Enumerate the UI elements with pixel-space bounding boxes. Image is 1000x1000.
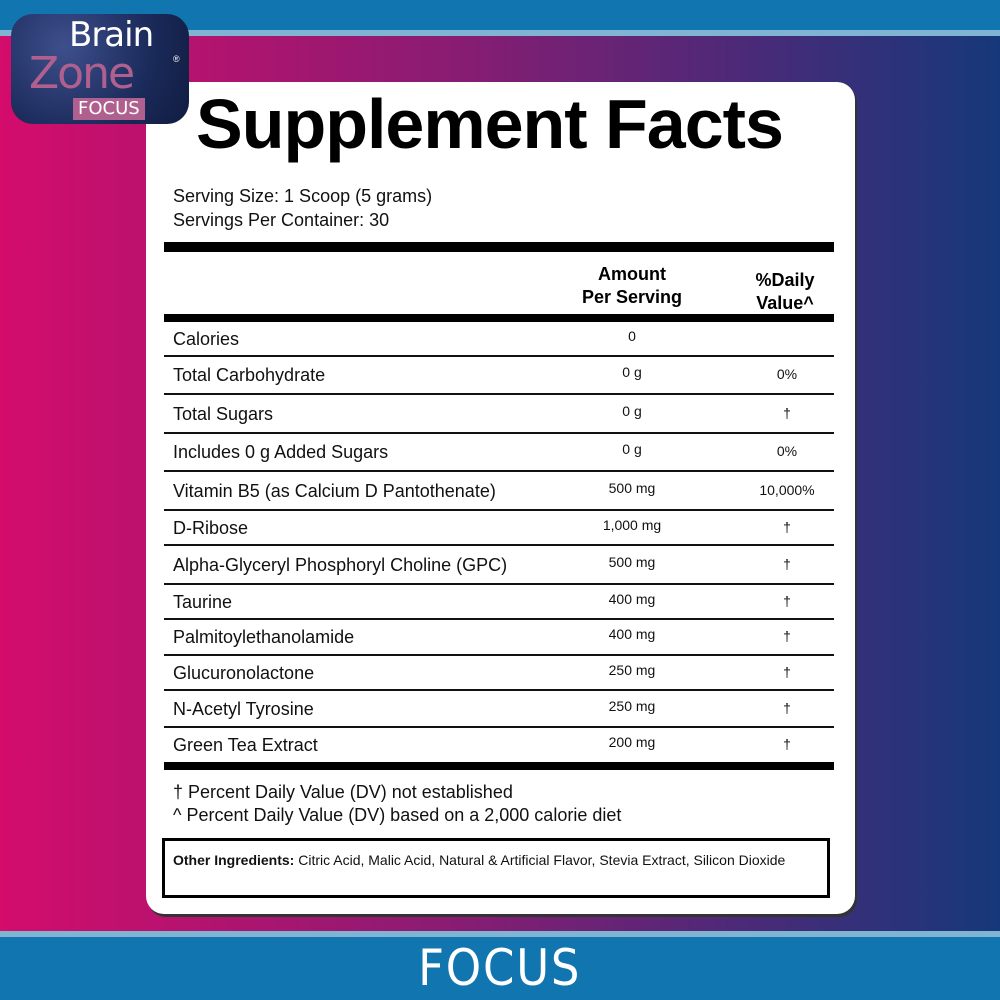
logo-zone: Zone (29, 48, 135, 99)
nutrient-row: Total Sugars 0 g † (164, 394, 834, 433)
footnote-dagger: † Percent Daily Value (DV) not establish… (173, 782, 513, 802)
nutrient-amount: 250 mg (608, 661, 656, 678)
row-divider (164, 726, 834, 728)
panel-title: Supplement Facts (196, 85, 784, 163)
row-divider (164, 618, 834, 620)
supplement-facts-panel (146, 82, 855, 914)
row-divider (164, 583, 834, 585)
nutrient-dv: 10,000% (759, 481, 815, 498)
bottom-banner: FOCUS (0, 937, 1000, 1000)
dv-header: %Daily Value^ (730, 269, 840, 315)
logo-brain: Brain (69, 15, 154, 55)
row-divider (164, 355, 834, 357)
nutrient-dv: † (783, 628, 791, 644)
nutrient-row: Glucuronolactone 250 mg † (164, 655, 834, 690)
nutrient-row: Palmitoylethanolamide 400 mg † (164, 619, 834, 655)
nutrient-amount: 0 g (622, 364, 642, 380)
nutrient-row: Total Carbohydrate 0 g 0% (164, 356, 834, 394)
row-divider (164, 393, 834, 395)
row-divider (164, 432, 834, 434)
logo-focus-badge: FOCUS (73, 98, 145, 120)
nutrient-name: Glucuronolactone (173, 662, 315, 683)
nutrient-row: Vitamin B5 (as Calcium D Pantothenate) 5… (164, 471, 834, 510)
nutrient-name: Vitamin B5 (as Calcium D Pantothenate) (173, 480, 496, 501)
other-ingredients-label: Other Ingredients: (173, 852, 295, 868)
nutrient-name: Palmitoylethanolamide (173, 627, 355, 647)
nutrient-name: D-Ribose (173, 517, 249, 538)
dv-header-line2: Value^ (756, 293, 814, 313)
nutrient-amount: 0 g (622, 441, 642, 457)
row-divider (164, 509, 834, 511)
divider-thick (164, 314, 834, 322)
nutrient-row: Taurine 400 mg † (164, 584, 834, 619)
row-divider (164, 544, 834, 546)
brand-logo: Brain Zone ® FOCUS (11, 14, 189, 124)
divider-thick (164, 242, 834, 252)
nutrient-amount: 500 mg (608, 553, 656, 570)
row-divider (164, 470, 834, 472)
nutrient-amount: 200 mg (608, 733, 656, 750)
nutrient-name: Green Tea Extract (173, 734, 318, 755)
nutrient-amount: 500 mg (608, 479, 656, 496)
row-divider (164, 654, 834, 656)
nutrient-row: Green Tea Extract 200 mg † (164, 727, 834, 762)
nutrient-name: Total Sugars (173, 403, 274, 424)
nutrient-amount: 0 g (622, 402, 642, 419)
divider-thick (164, 762, 834, 770)
nutrient-dv: † (783, 699, 791, 716)
nutrient-name: N-Acetyl Tyrosine (173, 698, 314, 719)
nutrient-amount: 400 mg (608, 590, 656, 607)
nutrient-amount: 400 mg (608, 626, 656, 642)
serving-size: Serving Size: 1 Scoop (5 grams) (173, 186, 433, 206)
nutrient-name: Taurine (173, 591, 233, 612)
nutrient-amount: 1,000 mg (602, 516, 662, 533)
servings-per-container: Servings Per Container: 30 (173, 210, 390, 230)
nutrient-dv: † (783, 404, 791, 421)
nutrient-name: Total Carbohydrate (173, 365, 326, 385)
other-ingredients-box: Other Ingredients: Citric Acid, Malic Ac… (162, 838, 830, 898)
dv-header-line1: %Daily (755, 270, 815, 290)
nutrient-row: D-Ribose 1,000 mg † (164, 510, 834, 545)
other-ingredients-text: Citric Acid, Malic Acid, Natural & Artif… (294, 852, 786, 868)
nutrient-name: Includes 0 g Added Sugars (173, 442, 389, 462)
nutrient-amount: 250 mg (608, 697, 656, 714)
footnote-caret: ^ Percent Daily Value (DV) based on a 2,… (173, 805, 622, 825)
bottom-strip (0, 931, 1000, 937)
nutrient-dv: † (783, 663, 791, 680)
nutrient-name: Calories (173, 329, 240, 349)
amount-header-line2: Per Serving (581, 287, 683, 307)
banner-text: FOCUS (418, 939, 582, 997)
amount-header: Amount Per Serving (572, 263, 692, 309)
row-divider (164, 689, 834, 691)
amount-header-line1: Amount (598, 264, 666, 284)
nutrient-row: Alpha-Glyceryl Phosphoryl Choline (GPC) … (164, 545, 834, 584)
nutrient-row: N-Acetyl Tyrosine 250 mg † (164, 690, 834, 727)
nutrient-amount: 0 (628, 328, 636, 344)
nutrient-name: Alpha-Glyceryl Phosphoryl Choline (GPC) (173, 554, 508, 575)
nutrient-dv: 0% (776, 366, 798, 382)
nutrient-dv: 0% (776, 443, 798, 459)
nutrient-dv: † (783, 592, 791, 609)
nutrient-dv: † (783, 518, 791, 535)
nutrient-row: Calories 0 (164, 322, 834, 356)
nutrient-dv: † (783, 555, 791, 572)
top-strip (0, 30, 1000, 36)
logo-registered: ® (173, 54, 180, 64)
nutrient-row: Includes 0 g Added Sugars 0 g 0% (164, 433, 834, 471)
nutrient-dv: † (783, 735, 791, 752)
